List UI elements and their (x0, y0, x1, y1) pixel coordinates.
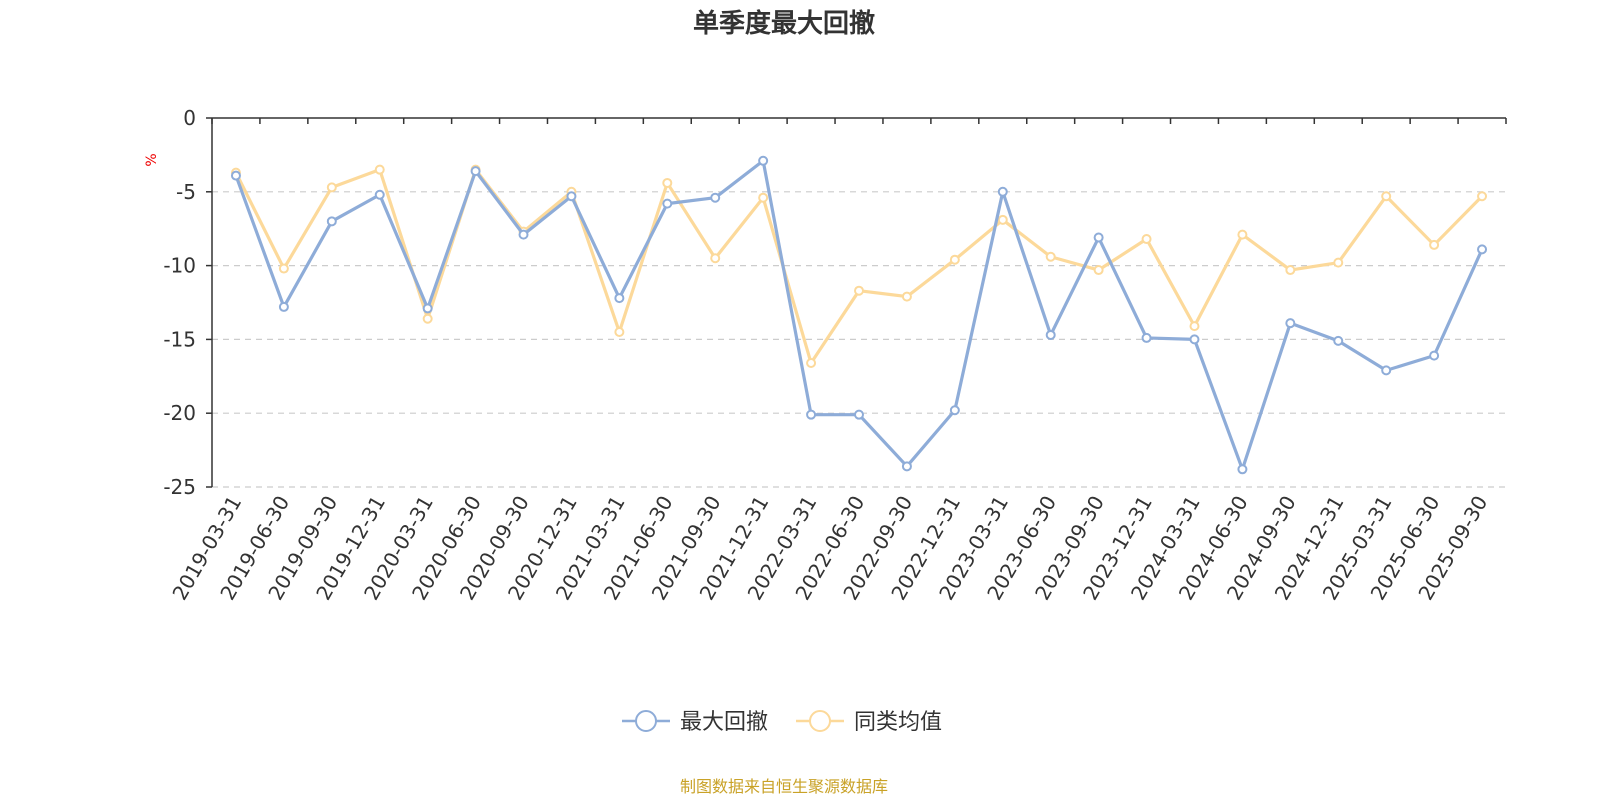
data-point-0[interactable] (901, 461, 912, 472)
data-point-1[interactable] (997, 214, 1008, 225)
data-point-1[interactable] (662, 177, 673, 188)
data-point-0[interactable] (374, 189, 385, 200)
legend-label: 同类均值 (854, 710, 942, 735)
series-layer (230, 155, 1488, 475)
data-point-0[interactable] (278, 301, 289, 312)
data-point-0[interactable] (806, 409, 817, 420)
y-tick-label: -25 (163, 475, 196, 499)
data-point-0[interactable] (1189, 334, 1200, 345)
legend-item-1[interactable]: 同类均值 (796, 710, 942, 735)
data-point-1[interactable] (278, 263, 289, 274)
data-point-1[interactable] (1045, 251, 1056, 262)
data-point-1[interactable] (806, 358, 817, 369)
grid-layer (212, 191, 1506, 488)
data-point-0[interactable] (326, 216, 337, 227)
data-point-1[interactable] (1285, 265, 1296, 276)
legend-label: 最大回撤 (680, 710, 768, 735)
y-tick-label: -20 (163, 401, 196, 425)
y-tick-label: 0 (183, 106, 196, 130)
y-tick-label: -15 (163, 327, 196, 351)
legend-marker-icon (809, 710, 831, 732)
data-point-1[interactable] (901, 291, 912, 302)
data-point-1[interactable] (1093, 265, 1104, 276)
data-point-0[interactable] (614, 293, 625, 304)
y-axis-unit: % (144, 153, 160, 166)
data-point-1[interactable] (1477, 191, 1488, 202)
data-point-0[interactable] (1381, 365, 1392, 376)
data-point-1[interactable] (710, 253, 721, 264)
data-point-0[interactable] (422, 303, 433, 314)
data-point-0[interactable] (566, 191, 577, 202)
series-line-0 (234, 159, 1484, 471)
data-point-0[interactable] (1237, 464, 1248, 475)
data-point-1[interactable] (1429, 239, 1440, 250)
data-point-0[interactable] (1285, 318, 1296, 329)
series-line-1 (234, 168, 1484, 365)
data-point-0[interactable] (854, 409, 864, 420)
data-point-0[interactable] (662, 198, 673, 209)
data-point-1[interactable] (326, 182, 337, 193)
chart-title: 单季度最大回撤 (693, 8, 875, 39)
data-point-0[interactable] (1093, 232, 1104, 243)
data-point-0[interactable] (1045, 329, 1056, 340)
data-point-1[interactable] (758, 192, 769, 203)
data-point-1[interactable] (422, 313, 433, 324)
legend[interactable]: 最大回撤 同类均值 (622, 710, 942, 735)
data-point-1[interactable] (1189, 321, 1200, 332)
data-point-0[interactable] (230, 170, 241, 181)
data-point-0[interactable] (758, 155, 769, 166)
legend-marker-icon (635, 710, 657, 732)
data-point-0[interactable] (949, 405, 960, 416)
y-tick-label: -10 (163, 254, 196, 278)
data-point-0[interactable] (1141, 332, 1152, 343)
data-point-0[interactable] (1333, 335, 1344, 346)
data-point-1[interactable] (854, 285, 864, 296)
data-point-1[interactable] (1141, 234, 1152, 245)
data-point-0[interactable] (1477, 244, 1488, 255)
data-point-0[interactable] (997, 186, 1008, 197)
data-point-1[interactable] (1381, 191, 1392, 202)
data-point-0[interactable] (710, 192, 721, 203)
y-tick-label: -5 (176, 180, 196, 204)
data-point-0[interactable] (1429, 350, 1440, 361)
legend-item-0[interactable]: 最大回撤 (622, 710, 768, 735)
data-point-1[interactable] (374, 164, 385, 175)
data-point-0[interactable] (470, 166, 481, 177)
axis-layer: 0-5-10-15-20-252019-03-312019-06-302019-… (163, 106, 1507, 604)
data-point-1[interactable] (1333, 257, 1344, 268)
data-point-1[interactable] (949, 254, 960, 265)
data-point-0[interactable] (518, 229, 529, 240)
data-point-1[interactable] (1237, 229, 1248, 240)
source-note: 制图数据来自恒生聚源数据库 (680, 777, 888, 796)
data-point-1[interactable] (614, 327, 625, 338)
